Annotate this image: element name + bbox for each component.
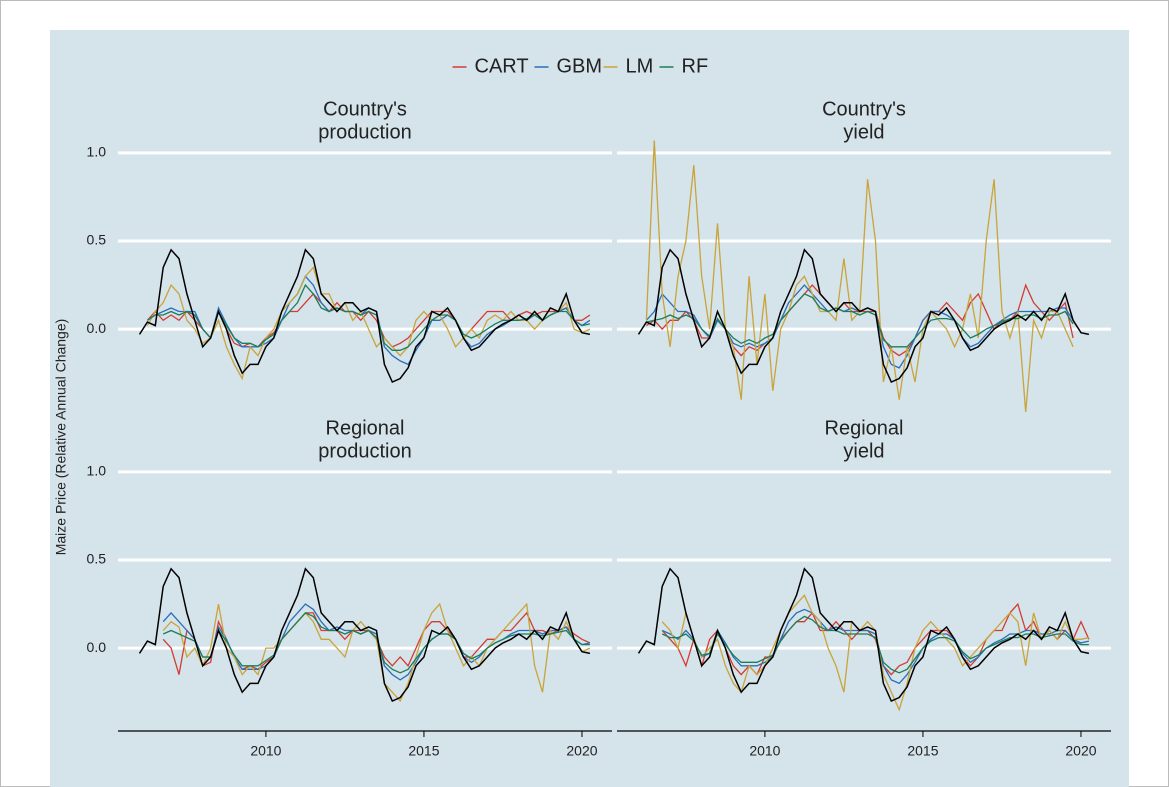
series-line [138,248,591,383]
facet-title: production [318,121,411,143]
x-tick-label: 2020 [566,743,597,759]
lines [637,140,1090,413]
legend-label: GBM [557,55,603,77]
facet-title: production [318,440,411,462]
y-tick-label: 0.5 [87,232,107,248]
series-line [138,567,591,702]
x-tick-label: 2010 [749,743,780,759]
y-tick-label: 0.0 [87,320,107,336]
facet-title: Regional [825,417,904,439]
facet-title: Regional [326,417,405,439]
x-tick-label: 2010 [250,743,281,759]
facet-title: Country's [323,98,407,120]
y-tick-label: 1.0 [87,463,107,479]
plot-background [50,30,1129,787]
legend: CART GBM LM RF [452,55,709,77]
y-tick-label: 1.0 [87,144,107,160]
x-tick-label: 2020 [1065,743,1096,759]
facet-title: Country's [822,98,906,120]
lines [138,567,591,703]
lines [138,248,591,383]
x-tick-label: 2015 [907,743,938,759]
x-tick-label: 2015 [408,743,439,759]
facet-title: yield [843,440,884,462]
series-line [646,293,1074,348]
y-axis-label: Maize Price (Relative Annual Change) [53,319,69,556]
legend-label: LM [626,55,654,77]
series-line [637,248,1090,383]
legend-label: RF [682,55,709,77]
y-tick-label: 0.5 [87,551,107,567]
legend-label: CART [475,55,529,77]
series-line [661,615,1089,674]
y-tick-label: 0.0 [87,639,107,655]
series-line [637,567,1090,702]
facet-title: yield [843,121,884,143]
lines [637,567,1090,712]
